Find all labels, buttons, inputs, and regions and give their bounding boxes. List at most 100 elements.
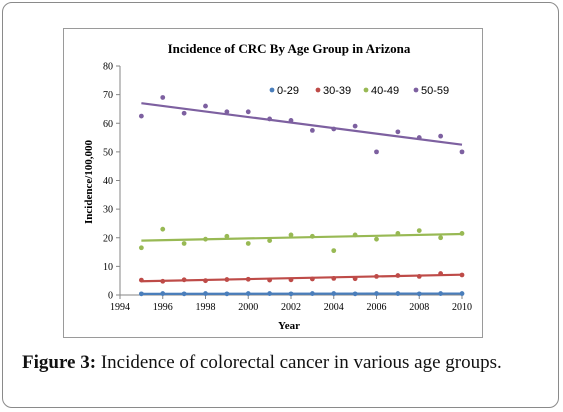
y-tick-label: 60 xyxy=(103,119,113,130)
point-0-29 xyxy=(352,291,358,297)
point-40-49 xyxy=(309,233,315,239)
point-30-39 xyxy=(374,273,379,279)
legend-marker-40-49 xyxy=(363,87,369,93)
point-50-59 xyxy=(267,116,273,122)
x-tick-label: 2002 xyxy=(281,302,301,313)
point-50-59 xyxy=(245,109,251,115)
point-50-59 xyxy=(288,117,294,123)
caption-text: Incidence of colorectal cancer in variou… xyxy=(96,352,502,373)
point-0-29 xyxy=(288,291,294,297)
point-0-29 xyxy=(245,291,251,296)
point-30-39 xyxy=(245,276,251,282)
point-50-59 xyxy=(138,113,144,119)
legend-item-40-49: 40-49 xyxy=(363,85,399,97)
point-50-59 xyxy=(352,123,358,129)
legend: 0-29 30-39 40-49 50-59 xyxy=(269,85,449,97)
series-40-49 xyxy=(138,226,465,254)
point-50-59 xyxy=(438,133,444,139)
series-0-29 xyxy=(138,291,465,297)
point-40-49 xyxy=(181,241,187,246)
point-50-59 xyxy=(181,110,187,116)
point-40-49 xyxy=(203,236,208,242)
point-0-29 xyxy=(438,291,444,296)
x-tick-label: 1998 xyxy=(196,302,216,313)
point-30-39 xyxy=(331,275,337,281)
point-0-29 xyxy=(416,291,422,297)
point-50-59 xyxy=(309,128,315,133)
point-30-39 xyxy=(438,271,444,276)
trendline-30-39 xyxy=(141,273,463,283)
point-50-59 xyxy=(395,129,401,135)
point-0-29 xyxy=(203,291,208,296)
legend-item-30-39: 30-39 xyxy=(315,85,351,97)
point-40-49 xyxy=(395,231,401,236)
x-tick-label: 2000 xyxy=(238,302,258,313)
x-tick-label: 2006 xyxy=(367,302,387,313)
point-50-59 xyxy=(224,109,230,115)
series-layer xyxy=(138,95,465,297)
figure-caption: Figure 3: Incidence of colorectal cancer… xyxy=(22,352,502,374)
chart-area xyxy=(63,28,483,338)
point-30-39 xyxy=(352,276,358,282)
point-0-29 xyxy=(181,291,187,297)
series-30-39 xyxy=(138,271,465,284)
legend-label-30-39: 30-39 xyxy=(323,85,351,97)
legend-label-40-49: 40-49 xyxy=(371,85,399,97)
point-40-49 xyxy=(245,241,251,246)
x-tick-label: 2004 xyxy=(324,302,344,313)
point-30-39 xyxy=(138,277,144,283)
x-tick-label: 2008 xyxy=(409,302,429,313)
point-0-29 xyxy=(374,291,379,296)
y-tick-label: 10 xyxy=(103,262,113,273)
point-30-39 xyxy=(224,277,230,282)
point-30-39 xyxy=(181,277,187,283)
point-40-49 xyxy=(138,245,144,251)
point-50-59 xyxy=(331,126,337,132)
y-tick-label: 80 xyxy=(103,62,113,73)
point-40-49 xyxy=(416,228,422,233)
point-0-29 xyxy=(224,291,230,297)
legend-marker-30-39 xyxy=(315,87,321,93)
figure-frame xyxy=(2,2,559,408)
point-50-59 xyxy=(203,103,208,109)
point-50-59 xyxy=(374,149,379,155)
point-0-29 xyxy=(459,291,465,296)
legend-item-50-59: 50-59 xyxy=(413,85,449,97)
point-30-39 xyxy=(288,277,294,283)
point-30-39 xyxy=(267,277,273,283)
point-30-39 xyxy=(416,273,422,279)
point-0-29 xyxy=(267,291,273,296)
point-0-29 xyxy=(309,291,315,296)
point-40-49 xyxy=(331,248,337,254)
x-tick-label: 1996 xyxy=(153,302,173,313)
point-0-29 xyxy=(160,291,166,296)
y-axis-title: Incidence/100,000 xyxy=(83,139,95,224)
x-tick-label: 2010 xyxy=(452,302,472,313)
y-tick-label: 40 xyxy=(103,176,113,187)
point-50-59 xyxy=(160,95,166,100)
point-30-39 xyxy=(203,278,208,284)
point-40-49 xyxy=(288,232,294,238)
point-30-39 xyxy=(160,278,166,284)
trendline-40-49 xyxy=(141,232,463,242)
point-40-49 xyxy=(374,236,379,242)
x-tick-label: 1994 xyxy=(110,302,130,313)
point-0-29 xyxy=(138,291,144,297)
legend-label-0-29: 0-29 xyxy=(277,85,299,97)
y-tick-label: 30 xyxy=(103,205,113,216)
point-50-59 xyxy=(416,135,422,140)
legend-item-0-29: 0-29 xyxy=(269,85,299,97)
series-50-59 xyxy=(138,95,465,155)
point-40-49 xyxy=(267,238,273,244)
legend-label-50-59: 50-59 xyxy=(421,85,449,97)
legend-marker-50-59 xyxy=(413,87,419,93)
point-40-49 xyxy=(352,232,358,238)
point-0-29 xyxy=(331,291,337,296)
x-axis-title: Year xyxy=(278,320,300,332)
point-30-39 xyxy=(395,273,401,278)
y-tick-label: 0 xyxy=(108,291,113,302)
axes: 0 10 20 30 40 50 60 70 80 1994 1996 1998 2000 2002 200… xyxy=(103,62,472,314)
y-tick-label: 20 xyxy=(103,233,113,244)
point-0-29 xyxy=(395,291,401,296)
